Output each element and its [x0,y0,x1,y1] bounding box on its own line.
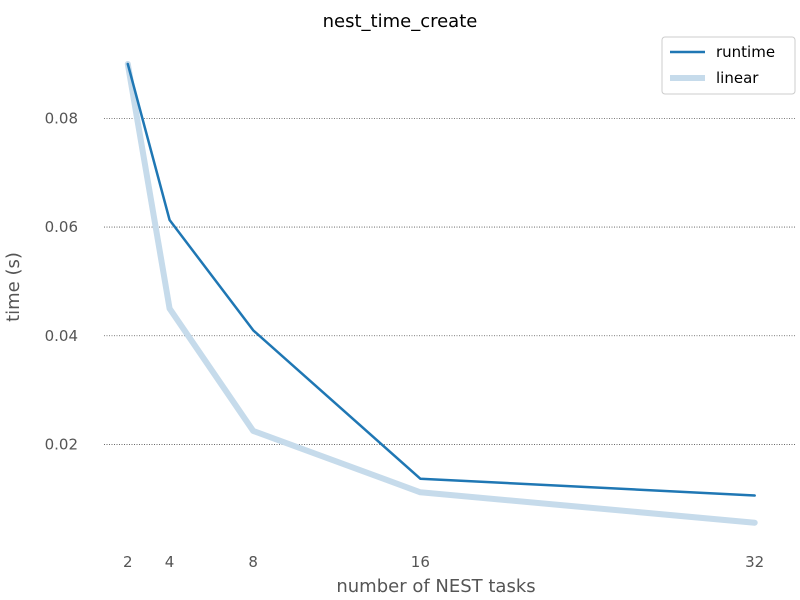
x-tick-label: 4 [165,553,175,571]
chart-title: nest_time_create [323,11,478,32]
x-axis-label: number of NEST tasks [336,576,535,597]
y-tick-label: 0.06 [45,218,78,236]
y-gridlines [104,117,796,445]
y-axis-label: time (s) [3,252,24,322]
legend-label-runtime: runtime [716,43,775,61]
y-tick-labels: 0.02 0.04 0.06 0.08 [45,109,78,453]
series-lines [124,61,758,526]
series-line-linear [124,61,758,526]
x-tick-label: 32 [745,553,764,571]
x-tick-label: 2 [123,553,133,571]
x-tick-label: 8 [248,553,258,571]
y-tick-label: 0.08 [45,109,78,127]
legend-label-linear: linear [716,69,759,87]
y-tick-label: 0.02 [45,435,78,453]
x-tick-label: 16 [411,553,430,571]
y-tick-label: 0.04 [45,327,78,345]
series-line-runtime [126,62,756,497]
legend: runtime linear [661,36,796,95]
x-tick-labels: 2 4 8 16 32 [123,553,764,571]
